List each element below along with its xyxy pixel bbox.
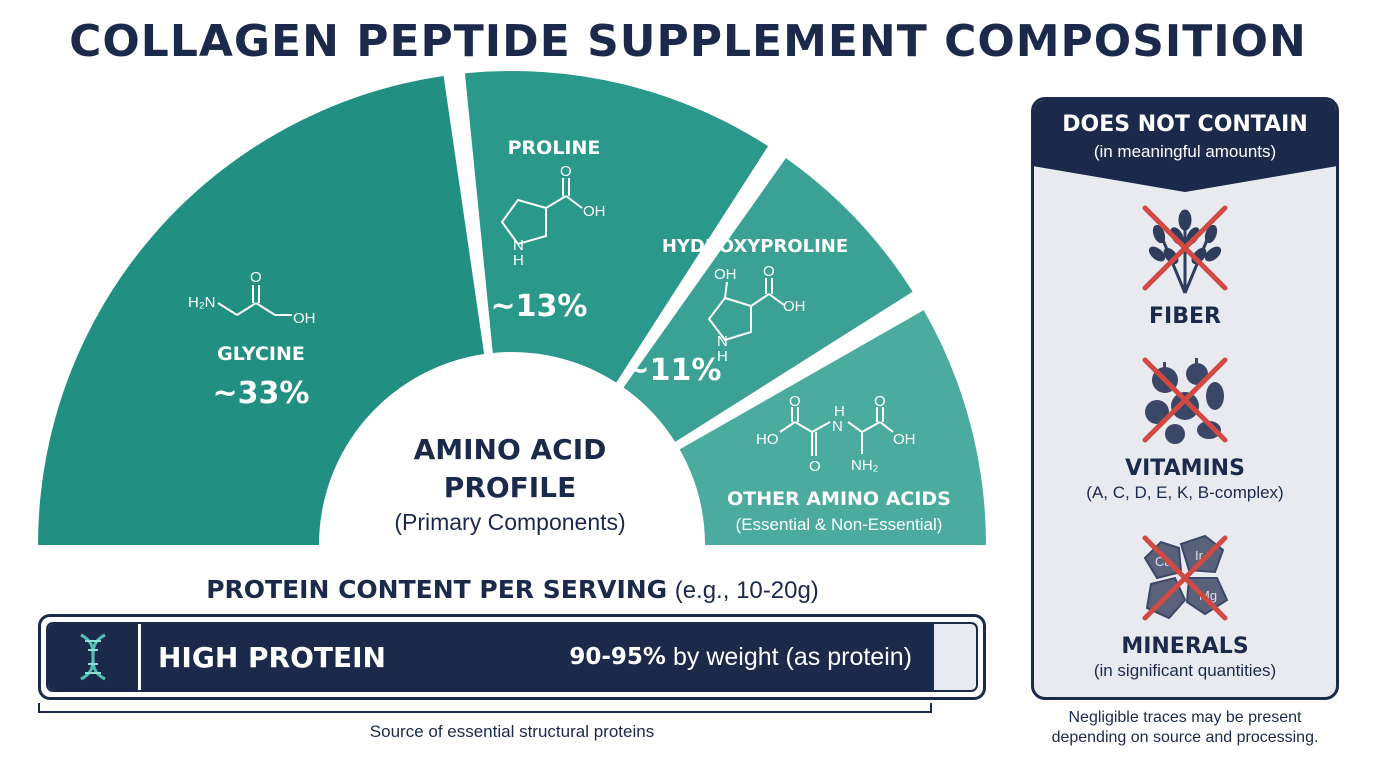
center-title-line2: PROFILE: [444, 471, 576, 504]
does-not-contain-title: DOES NOT CONTAIN: [1062, 112, 1308, 137]
dipeptide-o-bottom-text: O: [809, 458, 821, 475]
dna-icon: [48, 624, 138, 690]
fruit-vegetable-icon: [1142, 357, 1228, 444]
protein-caption: Source of essential structural proteins: [369, 722, 655, 741]
minerals-item: Ca Ir Mg MINERALS (in significant quanti…: [1034, 528, 1336, 681]
protein-heading-serving: (e.g., 10-20g): [674, 577, 819, 604]
wheat-icon: [1142, 205, 1228, 294]
other-amino-acids-label: OTHER AMINO ACIDS: [727, 488, 951, 510]
proline-hydroxyl-text: OH: [583, 203, 606, 220]
segment-hydroxyproline: [623, 158, 913, 442]
fiber-label: FIBER: [1149, 304, 1221, 329]
vitamins-label: VITAMINS: [1125, 456, 1245, 481]
vitamins-cross-icon: [1142, 357, 1228, 443]
hydroxyproline-hydroxyl-text: OH: [783, 298, 806, 315]
protein-heading-bold: PROTEIN CONTENT PER SERVING: [206, 575, 668, 604]
proline-percent: ~13%: [491, 289, 588, 324]
protein-bar-fill: [141, 624, 934, 690]
dipeptide-ho-text: HO: [756, 431, 779, 448]
protein-bracket: [38, 703, 932, 713]
center-title-line1: AMINO ACID: [414, 433, 607, 466]
proline-carbonyl-text: O: [560, 163, 572, 180]
dipeptide-structure-icon: [779, 407, 894, 456]
does-not-contain-subtitle: (in meaningful amounts): [1093, 142, 1277, 161]
high-protein-label: HIGH PROTEIN: [158, 640, 386, 674]
dipeptide-h-text: H: [834, 403, 845, 420]
page-title: COLLAGEN PEPTIDE SUPPLEMENT COMPOSITION: [69, 16, 1307, 67]
proline-ring-h-text: H: [513, 252, 524, 269]
protein-content-heading: PROTEIN CONTENT PER SERVING (e.g., 10-20…: [40, 574, 985, 605]
protein-bar-track: HIGH PROTEIN 90-95% by weight (as protei…: [46, 622, 978, 692]
dipeptide-o-top-right-text: O: [874, 393, 886, 410]
glycine-amine-text: H₂N: [188, 294, 216, 311]
footnote-line1: Negligible traces may be present: [1068, 709, 1302, 726]
glycine-carbonyl-text: O: [250, 269, 262, 286]
hydroxyproline-label: HYDROXYPROLINE: [662, 236, 848, 257]
center-subtitle: (Primary Components): [394, 509, 625, 535]
hydroxyproline-structure-icon: [707, 278, 785, 342]
glycine-label: GLYCINE: [217, 343, 305, 365]
glycine-structure-icon: [217, 285, 292, 316]
glycine-hydroxyl-text: OH: [293, 310, 316, 327]
proline-ring-n-text: N: [513, 237, 524, 254]
footnote: Negligible traces may be present dependi…: [1031, 708, 1339, 748]
hydroxyproline-ring-oh-text: OH: [714, 266, 737, 283]
dipeptide-o-top-left-text: O: [789, 393, 801, 410]
fiber-cross-icon: [1142, 205, 1228, 291]
proline-label: PROLINE: [508, 137, 601, 159]
segment-other-amino-acids: [679, 310, 986, 545]
other-amino-acids-subtitle: (Essential & Non-Essential): [736, 515, 943, 534]
protein-value: 90-95% by weight (as protein): [569, 624, 912, 690]
dipeptide-n-text: N: [832, 418, 843, 435]
hydroxyproline-ring-n-text: N: [717, 333, 728, 350]
protein-bar: HIGH PROTEIN 90-95% by weight (as protei…: [38, 614, 986, 700]
segment-proline: [464, 71, 769, 383]
vitamins-item: VITAMINS (A, C, D, E, K, B-complex): [1034, 350, 1336, 503]
minerals-note: (in significant quantities): [1093, 661, 1277, 680]
hydroxyproline-carbonyl-text: O: [763, 263, 775, 280]
protein-value-text: by weight (as protein): [672, 642, 912, 671]
hydroxyproline-ring-h-text: H: [717, 348, 728, 365]
protein-bar-divider: [138, 624, 141, 690]
minerals-cross-icon: [1142, 535, 1228, 621]
hydroxyproline-percent: ~11%: [625, 353, 722, 388]
mineral-symbol-ir: Ir: [1195, 548, 1204, 563]
segment-glycine: [38, 75, 485, 545]
minerals-label: MINERALS: [1121, 634, 1249, 659]
protein-percent: 90-95%: [569, 644, 666, 670]
does-not-contain-panel: DOES NOT CONTAIN (in meaningful amounts): [1031, 97, 1339, 700]
fiber-item: FIBER: [1034, 198, 1336, 329]
glycine-percent: ~33%: [213, 376, 310, 411]
dipeptide-nh2-text: NH₂: [851, 457, 879, 474]
mineral-rocks-icon: Ca Ir Mg: [1142, 534, 1229, 621]
proline-structure-icon: [500, 178, 583, 246]
dipeptide-oh-text: OH: [893, 431, 916, 448]
footnote-line2: depending on source and processing.: [1051, 729, 1319, 746]
vitamins-note: (A, C, D, E, K, B-complex): [1086, 483, 1284, 502]
